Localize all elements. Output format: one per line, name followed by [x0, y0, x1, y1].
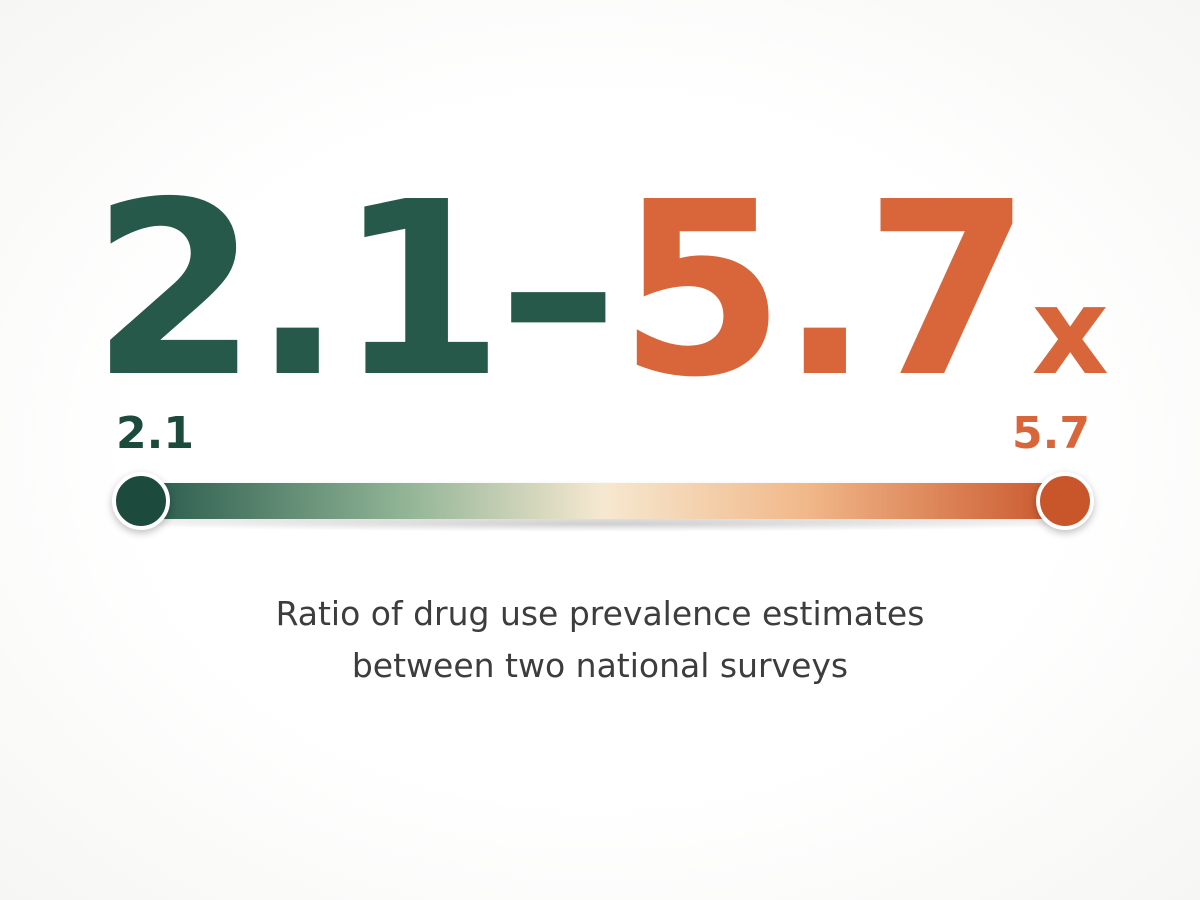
headline-unit: x [1031, 263, 1109, 402]
range-min-handle [112, 472, 170, 530]
range-min-label: 2.1 [116, 408, 194, 459]
caption-line-1: Ratio of drug use prevalence estimates [275, 594, 925, 633]
range-max-handle [1036, 472, 1094, 530]
headline-low-value: 2.1 [91, 150, 504, 430]
range-gradient-track [142, 483, 1064, 519]
range-bar [112, 470, 1094, 534]
ratio-headline: 2.1–5.7x [0, 170, 1200, 410]
caption-line-2: between two national surveys [351, 646, 849, 685]
caption: Ratio of drug use prevalence estimates b… [0, 588, 1200, 692]
headline-high-value: 5.7 [618, 150, 1031, 430]
range-max-label: 5.7 [1012, 408, 1090, 459]
range-bar-shadow [122, 516, 1084, 532]
headline-separator: – [498, 150, 619, 430]
